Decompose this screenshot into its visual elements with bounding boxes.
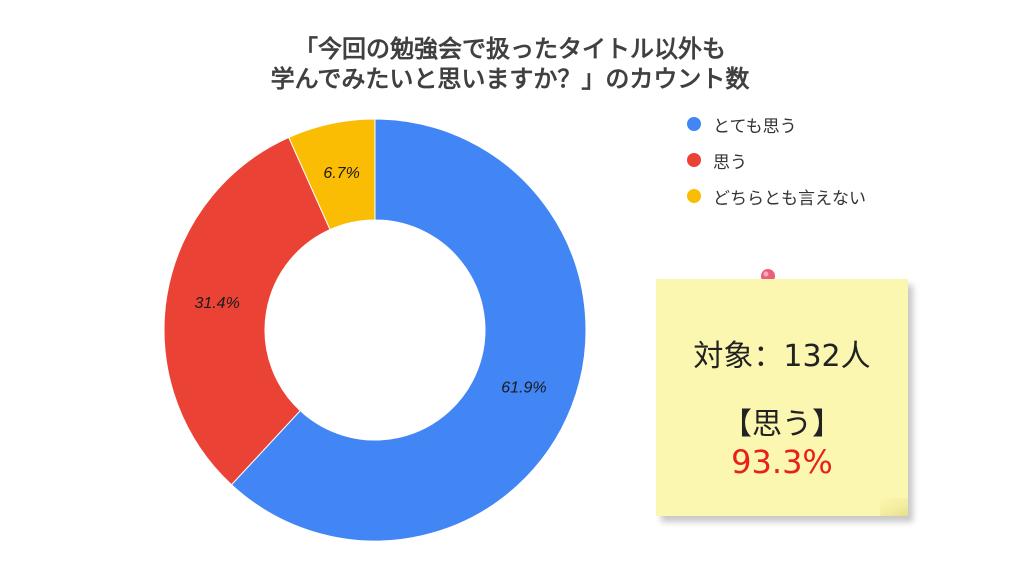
slice-1: [230, 118, 587, 542]
summary-value: 93.3%: [731, 443, 833, 481]
legend-label: とても思う: [713, 116, 797, 137]
sticky-note: 対象：132人 【思う】 93.3%: [656, 279, 908, 516]
legend-item-3: どちらとも言えない: [687, 186, 866, 209]
legend-label: どちらとも言えない: [713, 188, 866, 209]
slice-label-2: 31.4%: [194, 295, 239, 312]
legend-item-2: 思う: [687, 150, 866, 173]
legend-item-1: とても思う: [687, 114, 866, 137]
donut-chart: 61.9% 31.4% 6.7%: [163, 118, 587, 542]
target-count-label: 対象：132人: [693, 339, 871, 374]
legend-swatch: [687, 189, 701, 203]
legend-swatch: [687, 117, 701, 131]
legend-swatch: [687, 153, 701, 167]
legend-label: 思う: [713, 152, 747, 173]
summary-heading: 【思う】: [722, 407, 842, 442]
slice-label-3: 6.7%: [323, 165, 359, 182]
chart-title: 「今回の勉強会で扱ったタイトル以外も 学んでみたいと思いますか？」のカウント数: [270, 35, 750, 93]
slice-label-1: 61.9%: [501, 380, 546, 397]
slice-2: [163, 136, 331, 486]
slice-3: [288, 118, 376, 231]
chart-legend: とても思う思うどちらとも言えない: [687, 114, 866, 222]
note-corner-curl: [880, 498, 908, 516]
